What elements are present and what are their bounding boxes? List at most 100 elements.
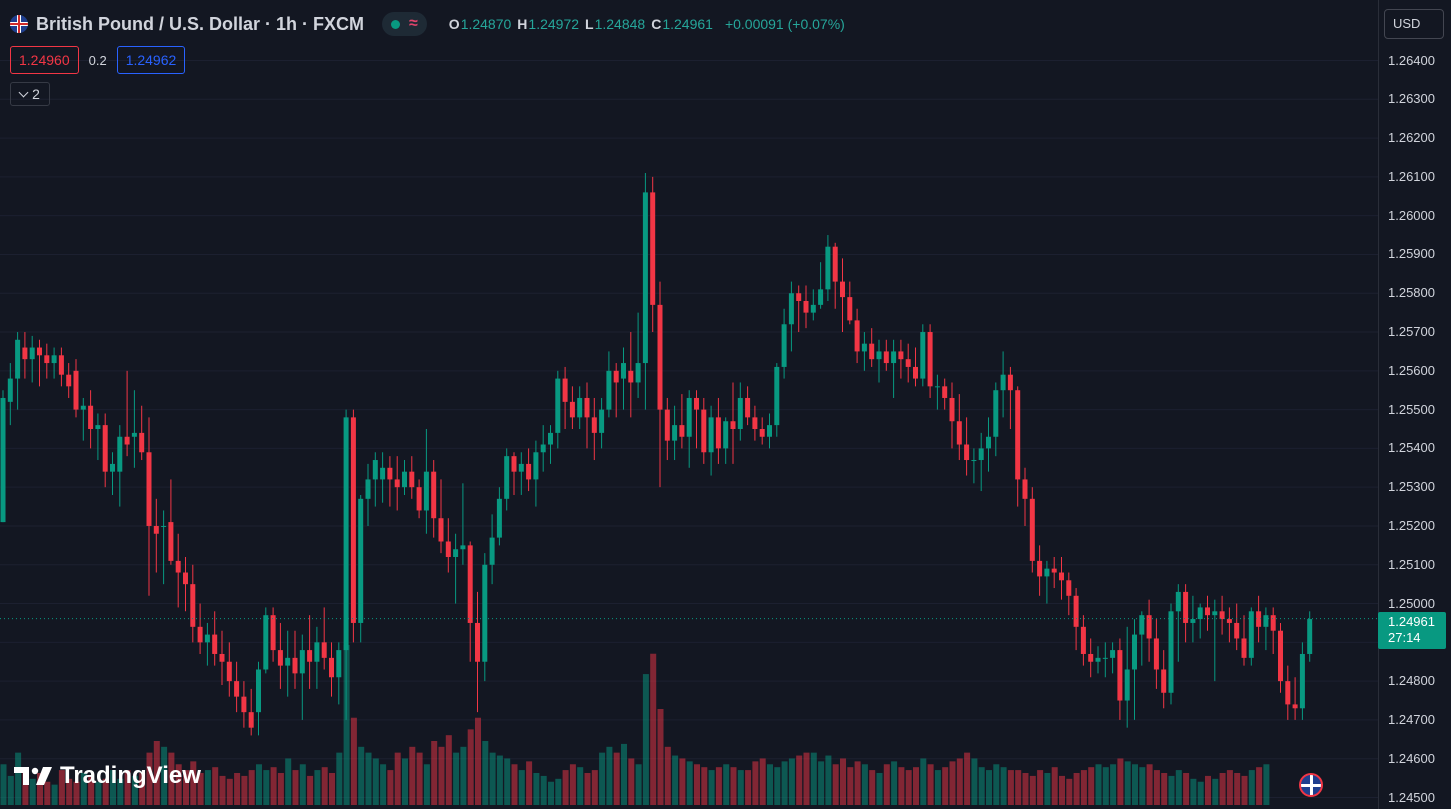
candle-body	[1132, 634, 1137, 670]
candle-body	[161, 525, 167, 527]
price-axis-tick-label: 1.25200	[1388, 517, 1435, 533]
volume-bar	[66, 778, 73, 805]
candle-body	[1212, 611, 1218, 616]
candle-body	[577, 397, 583, 418]
candle-body	[102, 425, 108, 472]
price-axis-tick-label: 1.25500	[1388, 401, 1435, 417]
candle-body	[971, 460, 977, 462]
candle-body	[124, 436, 130, 445]
candle-body	[88, 405, 94, 429]
candle-body	[1000, 374, 1006, 391]
candle-body	[0, 397, 6, 523]
volume-bar	[460, 746, 467, 805]
candle-body	[15, 339, 21, 379]
candle-body	[927, 332, 933, 387]
candle-body	[1197, 607, 1203, 620]
volume-bar	[657, 709, 664, 805]
symbol-title[interactable]: British Pound / U.S. Dollar · 1h · FXCM	[36, 13, 365, 34]
open-value: 1.24870	[460, 16, 512, 32]
candle-body	[234, 681, 240, 697]
volume-bar	[321, 767, 328, 805]
candle-body	[642, 192, 648, 364]
candle-body	[1219, 611, 1225, 620]
candle-body	[730, 421, 736, 429]
volume-bar	[642, 674, 649, 805]
spread-value: 0.2	[88, 52, 107, 68]
candle-body	[883, 351, 889, 364]
candle-body	[803, 300, 809, 313]
volume-bar	[1263, 764, 1270, 805]
uk-flag-event-icon[interactable]	[1299, 773, 1323, 797]
candle-body	[540, 444, 546, 453]
candle-body	[1044, 568, 1050, 577]
trade-buttons: 1.24960 0.2 1.24962	[10, 46, 186, 74]
candle-body	[1051, 568, 1057, 573]
candle-body	[1102, 657, 1108, 659]
candle-body	[307, 650, 313, 662]
volume-bar	[416, 752, 423, 805]
candle-body	[708, 417, 714, 453]
volume-bar	[168, 752, 175, 805]
tradingview-logo-icon	[14, 767, 52, 785]
candle-body	[1139, 615, 1145, 635]
indicators-toggle-button[interactable]: 2	[10, 82, 50, 106]
candle-body	[913, 366, 918, 379]
volume-bar	[730, 767, 737, 805]
volume-bar	[715, 767, 722, 805]
volume-bar	[489, 752, 496, 805]
volume-bar	[1212, 778, 1219, 805]
volume-bar	[964, 752, 971, 805]
candle-body	[219, 653, 225, 662]
volume-bar	[423, 764, 430, 805]
candle-body	[686, 397, 692, 437]
volume-bar	[358, 746, 365, 805]
volume-bar	[555, 778, 562, 805]
volume-bar	[810, 752, 817, 805]
candle-body	[183, 572, 188, 585]
volume-bar	[876, 773, 883, 805]
volume-bar	[569, 764, 576, 805]
volume-bar	[788, 758, 795, 805]
volume-bar	[533, 773, 540, 805]
volume-bar	[307, 775, 314, 805]
volume-bar	[679, 758, 686, 805]
sell-button[interactable]: 1.24960	[10, 46, 79, 74]
candle-body	[898, 351, 904, 360]
open-label: O	[448, 16, 460, 32]
market-open-icon	[391, 19, 401, 29]
candle-body	[978, 448, 984, 461]
volume-bar	[898, 767, 905, 805]
volume-bar	[1146, 764, 1153, 805]
volume-bar	[504, 758, 511, 805]
close-label: C	[651, 16, 662, 32]
currency-selector[interactable]: USD	[1384, 9, 1444, 39]
candle-body	[511, 456, 517, 472]
volume-bar	[1168, 775, 1175, 805]
market-status[interactable]: ≈	[382, 12, 427, 36]
volume-bar	[591, 770, 598, 805]
volume-bar	[1219, 773, 1226, 805]
candle-body	[190, 584, 196, 627]
candle-body	[1037, 560, 1043, 577]
volume-bar	[329, 773, 335, 805]
volume-bar	[22, 770, 29, 805]
candle-body	[569, 401, 575, 418]
volume-bar	[774, 767, 781, 805]
volume-bar	[905, 770, 912, 805]
buy-button[interactable]: 1.24962	[116, 46, 186, 74]
price-axis-tick-label: 1.25100	[1388, 556, 1435, 572]
candle-body	[270, 615, 276, 651]
volume-bar	[350, 717, 357, 805]
candle-body	[168, 522, 174, 561]
candle-body	[752, 417, 758, 429]
candle-body	[51, 355, 57, 364]
volume-bar	[613, 752, 620, 805]
candle-body	[453, 549, 459, 558]
candle-body	[496, 498, 502, 538]
volume-bar	[270, 767, 277, 805]
volume-bar	[0, 764, 7, 805]
volume-bar	[956, 758, 963, 805]
tradingview-logo[interactable]: TradingView	[14, 762, 201, 790]
candle-body	[1205, 607, 1210, 616]
